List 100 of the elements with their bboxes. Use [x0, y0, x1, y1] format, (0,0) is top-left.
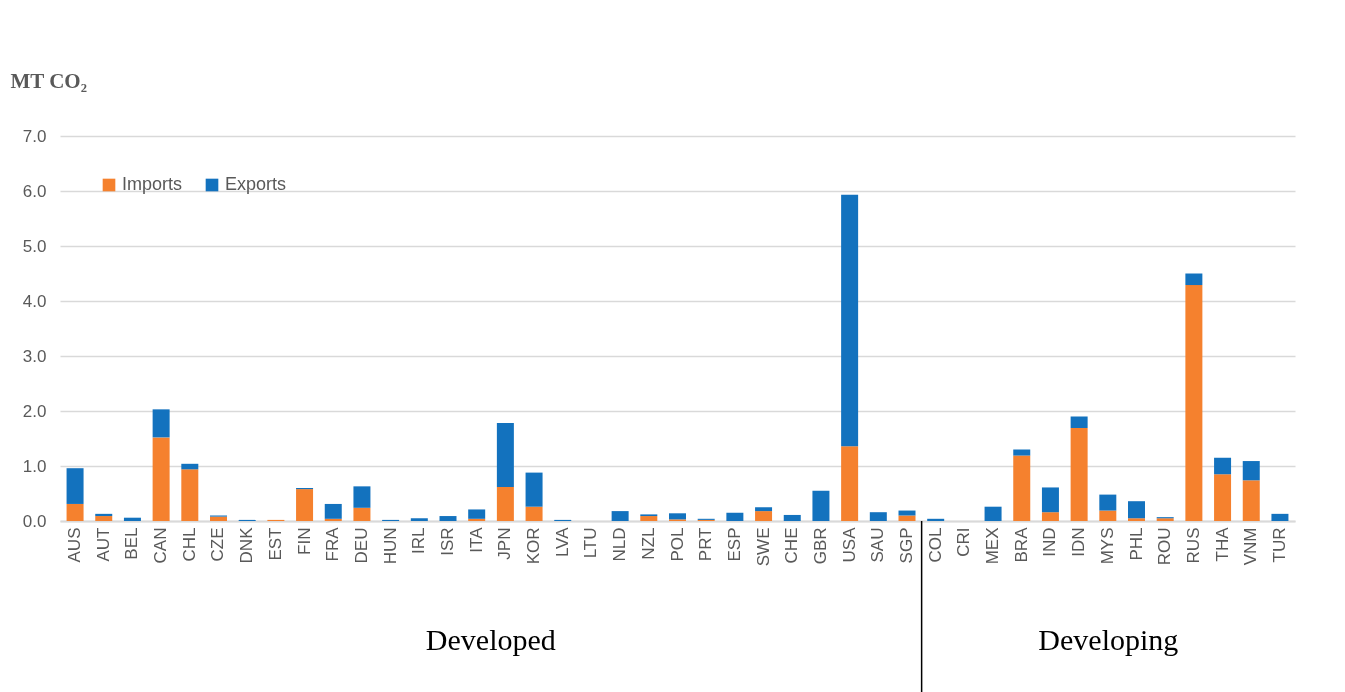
bar [669, 513, 686, 520]
y-tick-label: 6.0 [22, 181, 47, 201]
bar [1099, 510, 1117, 521]
bar [1013, 455, 1031, 521]
bar [152, 409, 170, 438]
bar [353, 507, 371, 521]
x-tick-label: VNM [1241, 527, 1261, 566]
bar [755, 507, 773, 512]
bar [410, 518, 428, 521]
x-tick-label: USA [839, 526, 859, 563]
x-tick-label: DNK [237, 526, 257, 564]
bar [984, 506, 1002, 521]
x-tick-label: LTU [581, 527, 601, 559]
x-tick-label: PHL [1126, 527, 1146, 561]
text: Developed [425, 623, 556, 656]
bar [496, 486, 514, 521]
bar [1128, 501, 1145, 519]
bar [869, 512, 887, 521]
bar [841, 194, 859, 447]
x-tick-label: IND [1040, 527, 1060, 557]
y-tick-label: 1.0 [22, 456, 47, 476]
bar [525, 506, 543, 521]
x-tick-label: ITA [466, 526, 486, 553]
x-tick-label: MYS [1097, 527, 1117, 565]
bar [898, 515, 916, 521]
x-tick-label: FIN [294, 527, 314, 555]
bar [611, 511, 629, 521]
x-tick-label: FRA [323, 526, 343, 562]
x-tick-label: GBR [810, 527, 830, 565]
bar [525, 472, 543, 507]
x-tick-label: ISR [438, 527, 457, 556]
bar [66, 503, 84, 521]
bar [927, 518, 945, 521]
y-axis-title: MT CO₂ [10, 68, 87, 93]
bar [1013, 449, 1031, 456]
bar [152, 437, 170, 521]
x-tick-label: RUS [1183, 527, 1203, 564]
x-tick-label: SGP [897, 527, 916, 564]
bar [755, 511, 773, 521]
x-tick-label: CRI [954, 527, 974, 557]
bar [1185, 285, 1203, 521]
y-tick-label: 2.0 [22, 401, 47, 421]
x-tick-label: EST [265, 527, 285, 561]
x-tick-label: HUN [380, 527, 400, 565]
x-tick-label: ESP [724, 527, 744, 562]
bar [66, 468, 84, 504]
x-tick-label: AUT [93, 527, 113, 562]
bar [1128, 518, 1145, 521]
bar [783, 514, 801, 521]
y-tick-label: 5.0 [22, 236, 47, 256]
bar [1099, 494, 1117, 511]
bar [439, 516, 457, 521]
x-tick-label: NZL [638, 527, 658, 560]
x-tick-label: SAU [868, 527, 888, 563]
x-tick-label: IDN [1069, 527, 1089, 557]
bar [1041, 487, 1059, 513]
y-tick-label: 4.0 [22, 291, 47, 311]
bar [1242, 461, 1260, 481]
bar [1242, 480, 1260, 521]
bar [1070, 428, 1088, 521]
bar [324, 503, 342, 519]
x-tick-label: KOR [524, 527, 544, 565]
x-tick-label: NLD [610, 527, 630, 562]
bar [812, 490, 830, 521]
legend-label: Exports [225, 174, 287, 194]
x-tick-label: TUR [1269, 527, 1289, 563]
x-tick-label: COL [925, 527, 945, 563]
bar [726, 512, 744, 521]
bar [324, 518, 342, 521]
x-tick-label: CHL [179, 527, 199, 562]
text: Developing [1038, 623, 1179, 656]
bar [1041, 512, 1059, 521]
x-tick-label: LVA [552, 526, 572, 558]
x-tick-label: PRT [696, 527, 716, 562]
y-tick-label: 7.0 [22, 126, 47, 146]
bar [898, 510, 916, 516]
y-tick-label: 0.0 [22, 511, 47, 531]
legend-label: Imports [122, 174, 183, 194]
x-tick-label: THA [1212, 526, 1232, 562]
bar [95, 516, 113, 521]
x-tick-label: IRL [409, 527, 429, 554]
bar [95, 513, 113, 517]
x-tick-label: CHE [782, 527, 802, 564]
bar [353, 486, 371, 508]
y-tick-label: 3.0 [22, 346, 47, 366]
bar [468, 518, 486, 521]
x-tick-label: BRA [1011, 526, 1031, 563]
bar [1271, 513, 1289, 521]
x-tick-label: ROU [1155, 527, 1175, 566]
bar [496, 423, 514, 487]
x-tick-label: MEX [983, 527, 1003, 565]
bar [210, 516, 227, 521]
bar [1214, 457, 1232, 475]
x-tick-label: AUS [65, 527, 85, 563]
bar [123, 517, 141, 521]
x-tick-label: CAN [151, 527, 171, 564]
bar [1214, 474, 1232, 521]
x-tick-label: CZE [208, 527, 228, 562]
bar [181, 463, 199, 470]
bar [296, 489, 314, 521]
